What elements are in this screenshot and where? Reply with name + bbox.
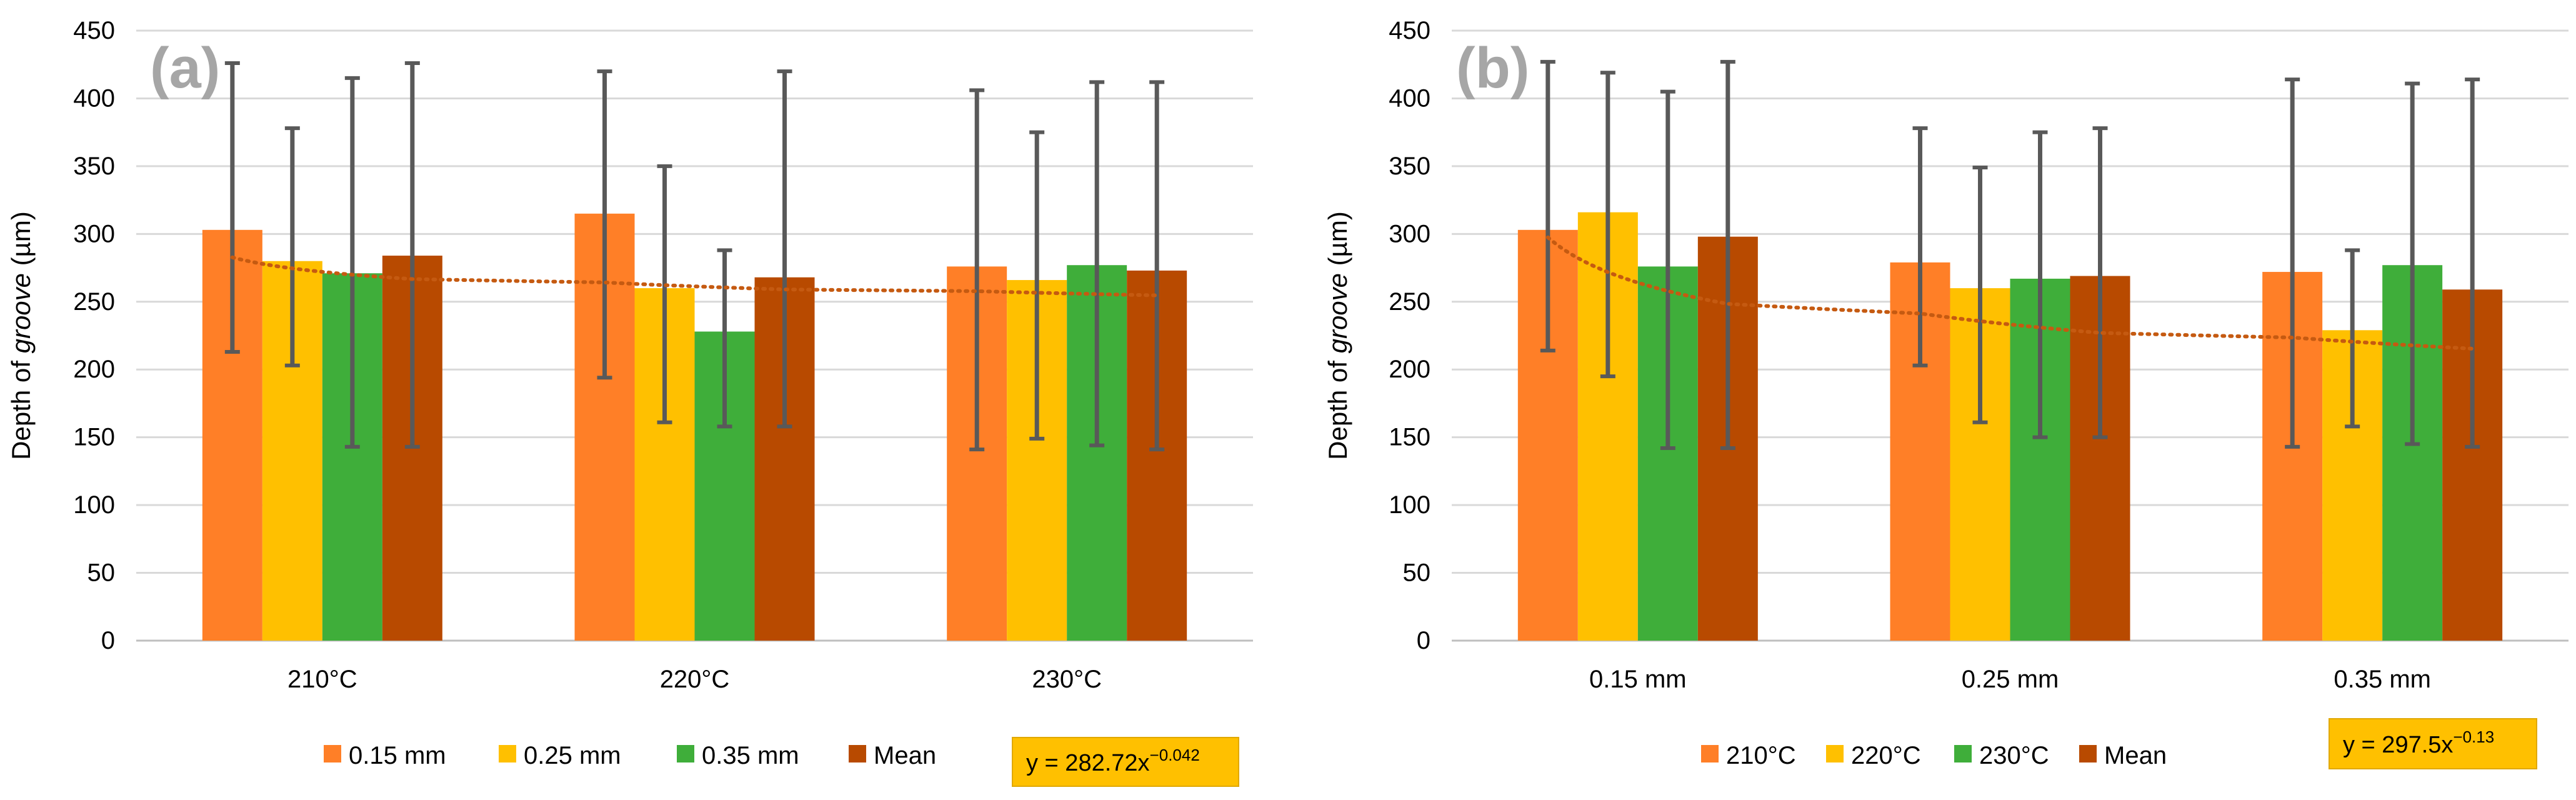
panel-a-bars — [202, 213, 1187, 641]
panel-a-legend-swatch — [324, 745, 341, 762]
panel-a-label: (a) — [150, 36, 220, 100]
panel-b-y-tick-label: 50 — [1403, 559, 1431, 587]
panel-b-legend-label: 230°C — [1979, 742, 2049, 769]
panel-b-y-tick-label: 300 — [1389, 220, 1430, 248]
panel-b-equation-box — [2329, 718, 2537, 769]
panel-a-y-tick-label: 100 — [73, 491, 115, 519]
panel-a-y-tick-label: 350 — [73, 152, 115, 180]
panel-a-equation-box — [1012, 737, 1239, 787]
panel-a-error-bars — [224, 61, 1165, 452]
panel-b-legend: 210°C 220°C 230°C Mean — [1701, 742, 2167, 769]
panel-b-y-tick-label: 0 — [1417, 627, 1430, 654]
panel-b-legend-label: 210°C — [1726, 742, 1796, 769]
panel-a-y-tick-label: 450 — [73, 17, 115, 44]
panel-b-legend-swatch — [1954, 745, 1972, 762]
panel-a-y-tick-label: 150 — [73, 424, 115, 451]
panel-a-legend-label: Mean — [874, 742, 936, 769]
panel-b-legend-swatch — [1701, 745, 1719, 762]
panel-b-equation: y = 297.5x−0.13 — [2329, 718, 2537, 769]
panel-b-legend-label: 220°C — [1851, 742, 1921, 769]
panel-a-x-tick-label: 210°C — [287, 666, 357, 693]
panel-b-x-tick-label: 0.25 mm — [1962, 666, 2059, 693]
panel-b-y-axis-label: Depth of groove (µm) — [1323, 211, 1352, 460]
panel-b-legend-label: Mean — [2104, 742, 2167, 769]
panel-b-y-tick-label: 150 — [1389, 424, 1430, 451]
panel-a-legend-swatch — [499, 745, 516, 762]
panel-a-y-tick-label: 0 — [101, 627, 115, 654]
panel-b-x-tick-label: 0.35 mm — [2334, 666, 2431, 693]
panel-b: 0 50 100 150 200 250 300 350 400 450 0.15 mm 0.25 … — [1323, 17, 2569, 769]
panel-b-y-ticks: 0 50 100 150 200 250 300 350 400 450 — [1389, 17, 1430, 654]
panel-b-y-tick-label: 250 — [1389, 288, 1430, 316]
panel-a-equation-text: y = 282.72x−0.042 — [1026, 746, 1200, 776]
panel-b-y-tick-label: 200 — [1389, 356, 1430, 383]
panel-a-legend-swatch — [849, 745, 866, 762]
panel-b-label: (b) — [1456, 36, 1529, 100]
panel-a-legend-swatch — [677, 745, 694, 762]
panel-b-x-ticks: 0.15 mm 0.25 mm 0.35 mm — [1589, 666, 2431, 693]
panel-b-y-tick-label: 100 — [1389, 491, 1430, 519]
panel-a-equation: y = 282.72x−0.042 — [1012, 737, 1239, 787]
panel-a-y-tick-label: 200 — [73, 356, 115, 383]
panel-b-x-tick-label: 0.15 mm — [1589, 666, 1687, 693]
panel-b-legend-swatch — [2079, 745, 2097, 762]
panel-b-equation-text: y = 297.5x−0.13 — [2343, 728, 2494, 758]
panel-a-x-ticks: 210°C 220°C 230°C — [287, 666, 1102, 693]
panel-b-y-tick-label: 450 — [1389, 17, 1430, 44]
panel-a-legend: 0.15 mm 0.25 mm 0.35 mm Mean — [324, 742, 936, 769]
panel-a-legend-label: 0.15 mm — [349, 742, 446, 769]
panel-a-y-tick-label: 400 — [73, 84, 115, 112]
panel-a-legend-label: 0.25 mm — [524, 742, 621, 769]
panel-b-error-bars — [1540, 59, 2480, 451]
panel-b-bars — [1517, 212, 2503, 641]
panel-b-y-tick-label: 400 — [1389, 84, 1430, 112]
panel-a-y-ticks: 0 50 100 150 200 250 300 350 400 450 — [73, 17, 115, 654]
panel-a-y-axis-label: Depth of groove (µm) — [6, 211, 36, 460]
panel-a-y-tick-label: 300 — [73, 220, 115, 248]
panel-a-y-tick-label: 250 — [73, 288, 115, 316]
panel-a-trendline — [230, 255, 1159, 298]
panel-a-y-tick-label: 50 — [87, 559, 116, 587]
panel-a-x-tick-label: 230°C — [1032, 666, 1102, 693]
panel-a-x-tick-label: 220°C — [660, 666, 730, 693]
panel-b-y-tick-label: 350 — [1389, 152, 1430, 180]
panel-b-legend-swatch — [1826, 745, 1844, 762]
panel-a: 0 50 100 150 200 250 300 350 400 450 210°C 220°C 23… — [6, 17, 1253, 787]
panel-b-trendline — [1545, 235, 2475, 351]
panel-a-legend-label: 0.35 mm — [702, 742, 799, 769]
